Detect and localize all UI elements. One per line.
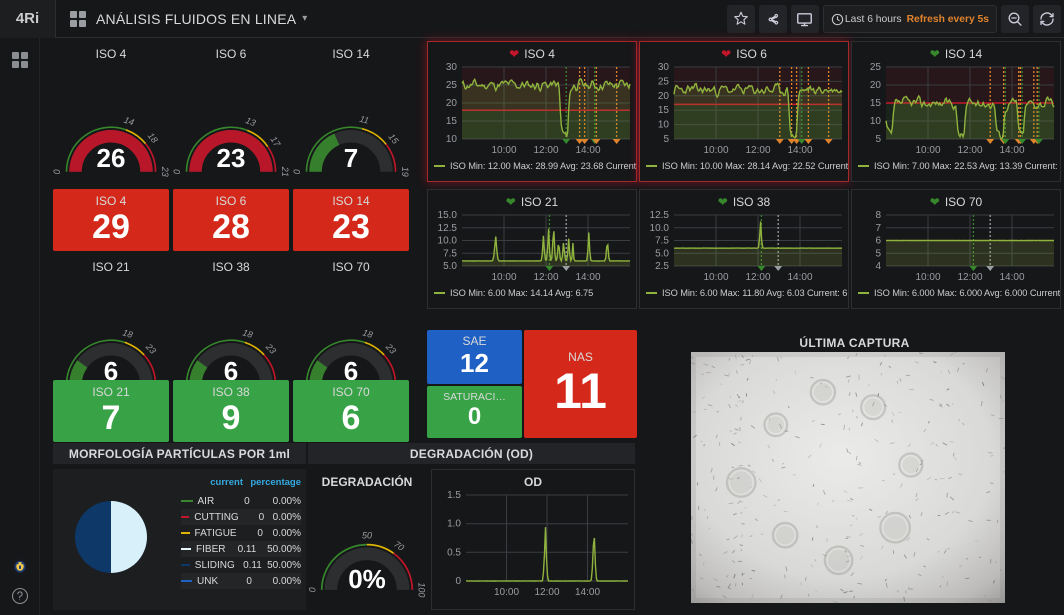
- svg-text:15: 15: [386, 132, 401, 147]
- svg-text:23: 23: [383, 341, 398, 356]
- svg-text:10: 10: [870, 116, 882, 127]
- svg-text:50: 50: [362, 530, 372, 540]
- svg-text:17: 17: [268, 135, 282, 150]
- svg-text:15: 15: [870, 98, 882, 109]
- svg-text:7.5: 7.5: [655, 236, 669, 247]
- svg-text:14:00: 14:00: [787, 145, 812, 156]
- svg-text:15: 15: [446, 116, 458, 127]
- svg-text:5.0: 5.0: [655, 248, 669, 259]
- svg-text:10: 10: [658, 120, 670, 131]
- svg-text:0: 0: [292, 169, 302, 174]
- svg-text:23: 23: [263, 341, 278, 356]
- svg-text:25: 25: [870, 62, 882, 73]
- svg-text:10.0: 10.0: [650, 223, 670, 234]
- svg-text:20: 20: [870, 80, 882, 91]
- svg-text:12:00: 12:00: [533, 145, 558, 156]
- svg-text:20: 20: [446, 98, 458, 109]
- svg-text:19: 19: [400, 167, 410, 177]
- svg-text:18: 18: [241, 327, 254, 340]
- svg-text:30: 30: [446, 62, 458, 73]
- svg-text:0: 0: [52, 169, 62, 174]
- svg-text:1.0: 1.0: [447, 519, 461, 530]
- svg-text:6: 6: [875, 236, 881, 247]
- svg-text:12:00: 12:00: [533, 272, 558, 283]
- svg-text:11: 11: [358, 114, 370, 126]
- svg-text:10.0: 10.0: [438, 236, 458, 247]
- svg-text:14:00: 14:00: [575, 145, 600, 156]
- svg-text:18: 18: [361, 327, 374, 340]
- svg-text:12:00: 12:00: [745, 272, 770, 283]
- svg-text:7.5: 7.5: [443, 248, 457, 259]
- svg-text:0: 0: [308, 587, 318, 592]
- svg-text:30: 30: [160, 380, 170, 390]
- svg-text:0: 0: [455, 576, 461, 587]
- svg-text:10:00: 10:00: [915, 272, 940, 283]
- svg-text:12:00: 12:00: [534, 587, 559, 598]
- svg-text:25: 25: [446, 80, 458, 91]
- svg-text:14:00: 14:00: [575, 272, 600, 283]
- svg-text:10:00: 10:00: [494, 587, 519, 598]
- svg-text:30: 30: [400, 380, 410, 390]
- svg-text:5: 5: [875, 248, 881, 259]
- svg-text:30: 30: [658, 62, 670, 73]
- svg-text:12.5: 12.5: [650, 210, 670, 221]
- svg-text:10:00: 10:00: [703, 145, 728, 156]
- svg-text:10:00: 10:00: [491, 272, 516, 283]
- svg-text:15: 15: [658, 105, 670, 116]
- svg-text:12.5: 12.5: [438, 223, 458, 234]
- svg-text:10:00: 10:00: [915, 145, 940, 156]
- svg-text:5: 5: [663, 134, 669, 145]
- svg-text:12:00: 12:00: [957, 272, 982, 283]
- svg-text:18: 18: [121, 327, 134, 340]
- svg-text:20: 20: [658, 91, 670, 102]
- svg-text:0: 0: [172, 382, 182, 387]
- svg-text:25: 25: [658, 76, 670, 87]
- svg-text:21: 21: [280, 166, 290, 177]
- svg-text:70: 70: [392, 539, 406, 553]
- svg-text:12:00: 12:00: [745, 145, 770, 156]
- svg-text:4: 4: [875, 261, 881, 272]
- svg-text:10:00: 10:00: [491, 145, 516, 156]
- svg-text:14:00: 14:00: [575, 587, 600, 598]
- svg-text:0: 0: [52, 382, 62, 387]
- svg-text:5.0: 5.0: [443, 261, 457, 272]
- svg-text:12:00: 12:00: [957, 145, 982, 156]
- svg-text:0.5: 0.5: [447, 547, 461, 558]
- svg-text:23: 23: [143, 341, 158, 356]
- svg-text:23: 23: [160, 166, 170, 177]
- svg-text:14:00: 14:00: [999, 145, 1024, 156]
- svg-text:14:00: 14:00: [999, 272, 1024, 283]
- svg-text:0: 0: [172, 169, 182, 174]
- svg-text:10: 10: [446, 134, 458, 145]
- svg-text:0: 0: [292, 382, 302, 387]
- svg-text:10:00: 10:00: [703, 272, 728, 283]
- svg-text:30: 30: [280, 380, 290, 390]
- svg-text:15.0: 15.0: [438, 210, 458, 221]
- svg-text:18: 18: [146, 131, 160, 145]
- svg-text:7: 7: [875, 223, 881, 234]
- svg-text:100: 100: [417, 582, 427, 597]
- svg-text:13: 13: [244, 115, 257, 128]
- svg-text:14: 14: [123, 115, 136, 128]
- svg-text:5: 5: [875, 134, 881, 145]
- svg-text:2.5: 2.5: [655, 261, 669, 272]
- svg-text:8: 8: [875, 210, 881, 221]
- svg-text:14:00: 14:00: [787, 272, 812, 283]
- svg-text:1.5: 1.5: [447, 490, 461, 501]
